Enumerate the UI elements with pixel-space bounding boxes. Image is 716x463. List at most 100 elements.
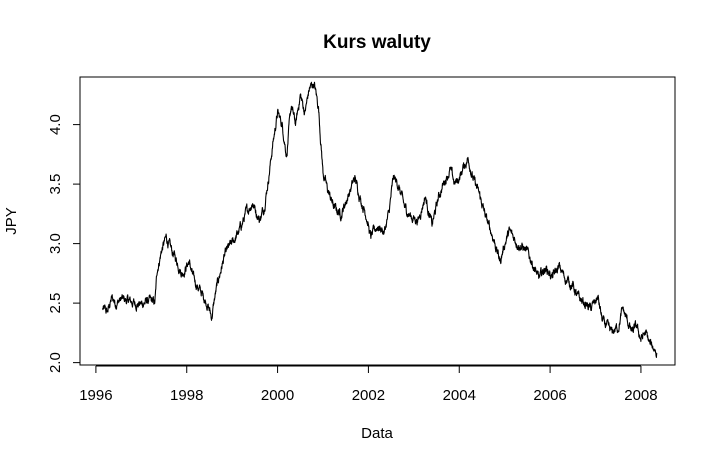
y-axis-label: JPY <box>3 207 20 235</box>
data-point <box>154 303 155 304</box>
data-point <box>318 106 319 107</box>
data-point <box>418 219 419 220</box>
data-point <box>627 320 628 321</box>
data-point <box>468 157 469 158</box>
data-point <box>102 309 103 310</box>
data-point <box>361 201 362 202</box>
data-point <box>148 300 149 301</box>
data-point <box>472 178 473 179</box>
data-point <box>286 154 287 155</box>
data-point <box>127 300 128 301</box>
data-point <box>618 326 619 327</box>
data-point <box>622 309 623 310</box>
data-point <box>538 279 539 280</box>
data-point <box>327 190 328 191</box>
data-point <box>393 178 394 179</box>
x-tick-label: 1996 <box>79 387 112 404</box>
data-point <box>606 326 607 327</box>
data-point <box>245 213 246 214</box>
y-axis: 2.0 2.5 3.0 3.5 4.0 <box>47 114 81 373</box>
data-point <box>404 207 405 208</box>
x-tick-label: 2004 <box>443 387 476 404</box>
data-point <box>300 94 301 95</box>
series-layer <box>102 81 658 358</box>
plot-area <box>79 76 676 366</box>
data-point <box>656 353 657 354</box>
x-tick-label: 2006 <box>533 387 566 404</box>
x-axis: 1996 1998 2000 2002 2004 2006 2008 <box>79 365 658 404</box>
data-point <box>654 348 655 349</box>
data-point <box>509 231 510 232</box>
data-point <box>252 201 253 202</box>
data-point <box>175 257 176 258</box>
chart-title: Kurs waluty <box>323 32 431 53</box>
data-point <box>157 269 158 270</box>
data-point <box>479 195 480 196</box>
data-point <box>463 166 464 167</box>
data-point <box>211 317 212 318</box>
data-point <box>631 332 632 333</box>
data-point <box>223 261 224 262</box>
data-point <box>366 213 367 214</box>
data-point <box>341 213 342 214</box>
y-tick-label: 2.0 <box>47 352 64 373</box>
data-point <box>645 332 646 333</box>
data-point <box>565 279 566 280</box>
x-tick-label: 2002 <box>352 387 385 404</box>
data-point <box>459 178 460 179</box>
data-point <box>454 184 455 185</box>
data-point <box>268 178 269 179</box>
data-point <box>227 249 228 250</box>
data-point <box>590 309 591 310</box>
data-point <box>304 112 305 113</box>
data-point <box>141 304 142 305</box>
data-point <box>134 303 135 304</box>
data-point <box>295 124 296 125</box>
data-point <box>602 320 603 321</box>
data-point <box>431 225 432 226</box>
data-point <box>584 303 585 304</box>
data-point <box>518 243 519 244</box>
data-point <box>411 217 412 218</box>
y-tick-label: 2.5 <box>47 293 64 314</box>
data-point <box>425 195 426 196</box>
data-point <box>370 237 371 238</box>
data-point <box>116 303 117 304</box>
x-axis-label: Data <box>361 425 393 442</box>
data-point <box>636 326 637 327</box>
x-tick-label: 2008 <box>624 387 657 404</box>
data-point <box>513 237 514 238</box>
x-tick-label: 1998 <box>170 387 203 404</box>
data-point <box>500 261 501 262</box>
data-point <box>525 249 526 250</box>
data-point <box>277 112 278 113</box>
data-point <box>207 303 208 304</box>
data-point <box>334 207 335 208</box>
data-point <box>347 195 348 196</box>
data-point <box>214 297 215 298</box>
data-point <box>322 172 323 173</box>
data-point <box>597 297 598 298</box>
y-tick-label: 3.0 <box>47 233 64 254</box>
series-line <box>102 81 658 358</box>
data-point <box>309 88 310 89</box>
data-point <box>577 297 578 298</box>
data-point <box>107 312 108 313</box>
y-tick-label: 4.0 <box>47 114 64 135</box>
data-point <box>166 237 167 238</box>
data-point <box>531 261 532 262</box>
data-point <box>200 291 201 292</box>
data-point <box>445 178 446 179</box>
data-point <box>572 285 573 286</box>
data-point <box>354 178 355 179</box>
data-point <box>188 261 189 262</box>
data-point <box>313 82 314 83</box>
data-point <box>384 231 385 232</box>
data-point <box>545 267 546 268</box>
data-point <box>218 279 219 280</box>
data-point <box>486 219 487 220</box>
data-point <box>282 124 283 125</box>
data-point <box>397 184 398 185</box>
data-point <box>182 273 183 274</box>
